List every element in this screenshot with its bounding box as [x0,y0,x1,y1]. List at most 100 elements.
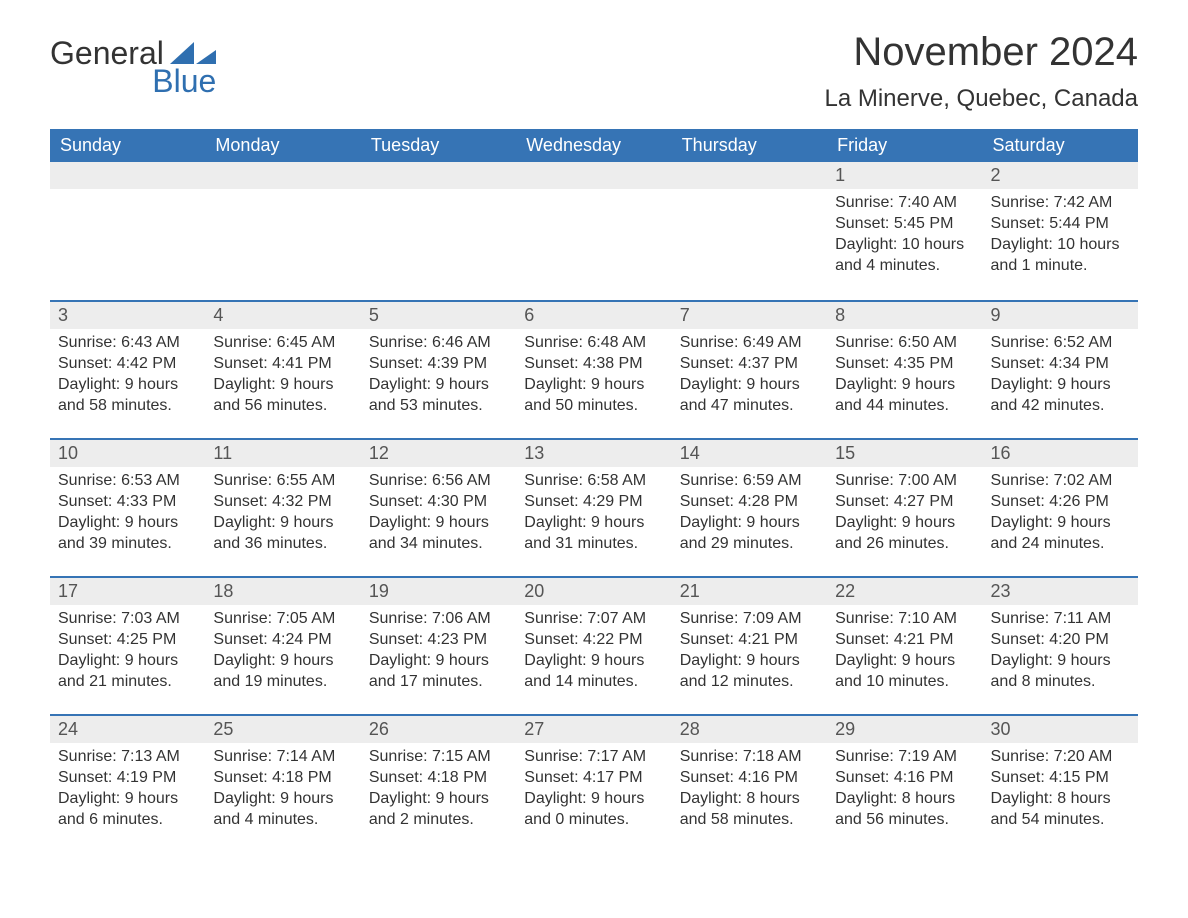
daylight-label: Daylight: 9 hours and 34 minutes. [369,513,508,555]
day-number: 26 [361,716,516,743]
daylight-label: Daylight: 9 hours and 10 minutes. [835,651,974,693]
sunrise-label: Sunrise: 6:46 AM [369,333,508,354]
sunset-label: Sunset: 4:16 PM [835,768,974,789]
calendar-day-cell: 4Sunrise: 6:45 AMSunset: 4:41 PMDaylight… [205,302,360,438]
sunrise-label: Sunrise: 7:18 AM [680,747,819,768]
sunset-label: Sunset: 4:21 PM [835,630,974,651]
day-number [205,162,360,189]
daylight-label: Daylight: 10 hours and 1 minute. [991,235,1130,277]
day-number: 8 [827,302,982,329]
weekday-header: Tuesday [361,129,516,162]
day-number: 21 [672,578,827,605]
day-number: 13 [516,440,671,467]
daylight-label: Daylight: 9 hours and 26 minutes. [835,513,974,555]
daylight-label: Daylight: 9 hours and 42 minutes. [991,375,1130,417]
calendar-week: 10 Sunrise: 6:53 AMSunset: 4:33 PM Dayligh… [50,438,1138,576]
sunrise-label: Sunrise: 7:42 AM [991,193,1130,214]
sunrise-label: Sunrise: 7:15 AM [369,747,508,768]
calendar-day-cell: 26Sunrise: 7:15 AMSunset: 4:18 PMDayligh… [361,716,516,852]
sunrise-label: Sunrise: 6:45 AM [213,333,352,354]
calendar-day-cell: 15 Sunrise: 7:00 AMSunset: 4:27 PMDayligh… [827,440,982,576]
calendar-day-cell: 9 Sunrise: 6:52 AMSunset: 4:34 PMDaylight… [983,302,1138,438]
calendar-day-cell [50,162,205,300]
weekday-header: Saturday [983,129,1138,162]
sunrise-label: Sunrise: 7:14 AM [213,747,352,768]
day-number: 24 [50,716,205,743]
calendar-day-cell: 8Sunrise: 6:50 AMSunset: 4:35 PMDaylight… [827,302,982,438]
sunset-label: Sunset: 4:28 PM [680,492,819,513]
daylight-label: Daylight: 9 hours and 21 minutes. [58,651,197,693]
calendar-day-cell: 22Sunrise: 7:10 AMSunset: 4:21 PMDayligh… [827,578,982,714]
sunset-label: Sunset: 4:18 PM [369,768,508,789]
sunrise-label: Sunrise: 6:58 AM [524,471,663,492]
sunrise-label: Sunrise: 7:17 AM [524,747,663,768]
day-number: 27 [516,716,671,743]
sunrise-label: Sunrise: 6:50 AM [835,333,974,354]
day-number: 20 [516,578,671,605]
daylight-label: Daylight: 9 hours and 19 minutes. [213,651,352,693]
sunset-label: Sunset: 4:29 PM [524,492,663,513]
sunrise-label: Sunrise: 6:52 AM [991,333,1130,354]
calendar-day-cell: 28Sunrise: 7:18 AMSunset: 4:16 PMDayligh… [672,716,827,852]
daylight-label: Daylight: 9 hours and 0 minutes. [524,789,663,831]
calendar-day-cell: 19Sunrise: 7:06 AMSunset: 4:23 PMDayligh… [361,578,516,714]
daylight-label: Daylight: 9 hours and 50 minutes. [524,375,663,417]
sunset-label: Sunset: 4:33 PM [58,492,197,513]
day-number: 7 [672,302,827,329]
sunset-label: Sunset: 4:37 PM [680,354,819,375]
calendar-day-cell: 14Sunrise: 6:59 AMSunset: 4:28 PMDayligh… [672,440,827,576]
calendar-day-cell [205,162,360,300]
sunset-label: Sunset: 4:25 PM [58,630,197,651]
daylight-label: Daylight: 9 hours and 8 minutes. [991,651,1130,693]
sunset-label: Sunset: 4:39 PM [369,354,508,375]
day-number [50,162,205,189]
sunset-label: Sunset: 4:30 PM [369,492,508,513]
day-number [516,162,671,189]
day-number: 2 [983,162,1138,189]
day-number: 29 [827,716,982,743]
weekday-header: Sunday [50,129,205,162]
weekday-header: Wednesday [516,129,671,162]
day-number: 30 [983,716,1138,743]
weekday-header: Friday [827,129,982,162]
sunrise-label: Sunrise: 7:06 AM [369,609,508,630]
sunrise-label: Sunrise: 6:43 AM [58,333,197,354]
logo-text: General Blue [50,36,216,97]
daylight-label: Daylight: 8 hours and 54 minutes. [991,789,1130,831]
daylight-label: Daylight: 9 hours and 31 minutes. [524,513,663,555]
sunrise-label: Sunrise: 6:53 AM [58,471,197,492]
calendar-day-cell: 20Sunrise: 7:07 AMSunset: 4:22 PMDayligh… [516,578,671,714]
calendar-day-cell: 18Sunrise: 7:05 AMSunset: 4:24 PMDayligh… [205,578,360,714]
page-title: November 2024 [824,30,1138,75]
sunset-label: Sunset: 5:44 PM [991,214,1130,235]
sunset-label: Sunset: 4:34 PM [991,354,1130,375]
weekday-header-row: Sunday Monday Tuesday Wednesday Thursday… [50,129,1138,162]
sunset-label: Sunset: 4:16 PM [680,768,819,789]
day-number: 5 [361,302,516,329]
sunrise-label: Sunrise: 7:00 AM [835,471,974,492]
calendar-day-cell: 10Sunrise: 6:53 AMSunset: 4:33 PMDayligh… [50,440,205,576]
sunrise-label: Sunrise: 7:19 AM [835,747,974,768]
calendar-page: General Blue November 2024 La Minerve, Q… [0,0,1188,872]
header: General Blue November 2024 La Minerve, Q… [50,30,1138,113]
calendar-day-cell: 30Sunrise: 7:20 AMSunset: 4:15 PMDayligh… [983,716,1138,852]
daylight-label: Daylight: 9 hours and 14 minutes. [524,651,663,693]
day-number: 15 [827,440,982,467]
day-number: 11 [205,440,360,467]
day-number: 16 [983,440,1138,467]
day-number: 10 [50,440,205,467]
calendar-day-cell: 25Sunrise: 7:14 AMSunset: 4:18 PMDayligh… [205,716,360,852]
calendar-day-cell [361,162,516,300]
sunset-label: Sunset: 4:32 PM [213,492,352,513]
calendar-day-cell: 21Sunrise: 7:09 AMSunset: 4:21 PMDayligh… [672,578,827,714]
logo-sail-icon [170,42,216,64]
calendar-day-cell: 3Sunrise: 6:43 AMSunset: 4:42 PMDaylight… [50,302,205,438]
calendar-day-cell [672,162,827,300]
daylight-label: Daylight: 9 hours and 47 minutes. [680,375,819,417]
sunset-label: Sunset: 4:27 PM [835,492,974,513]
daylight-label: Daylight: 9 hours and 4 minutes. [213,789,352,831]
calendar-day-cell: 24Sunrise: 7:13 AMSunset: 4:19 PMDayligh… [50,716,205,852]
sunset-label: Sunset: 4:21 PM [680,630,819,651]
calendar-day-cell: 12Sunrise: 6:56 AMSunset: 4:30 PMDayligh… [361,440,516,576]
day-number: 9 [983,302,1138,329]
